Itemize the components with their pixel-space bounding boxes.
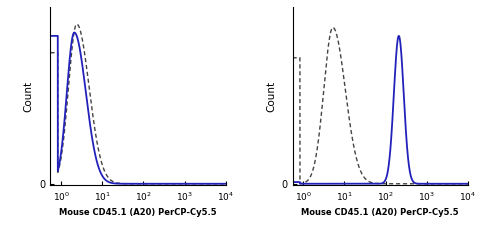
Y-axis label: Count: Count	[24, 81, 34, 112]
X-axis label: Mouse CD45.1 (A20) PerCP-Cy5.5: Mouse CD45.1 (A20) PerCP-Cy5.5	[301, 208, 459, 217]
Y-axis label: Count: Count	[266, 81, 276, 112]
X-axis label: Mouse CD45.1 (A20) PerCP-Cy5.5: Mouse CD45.1 (A20) PerCP-Cy5.5	[60, 208, 217, 217]
